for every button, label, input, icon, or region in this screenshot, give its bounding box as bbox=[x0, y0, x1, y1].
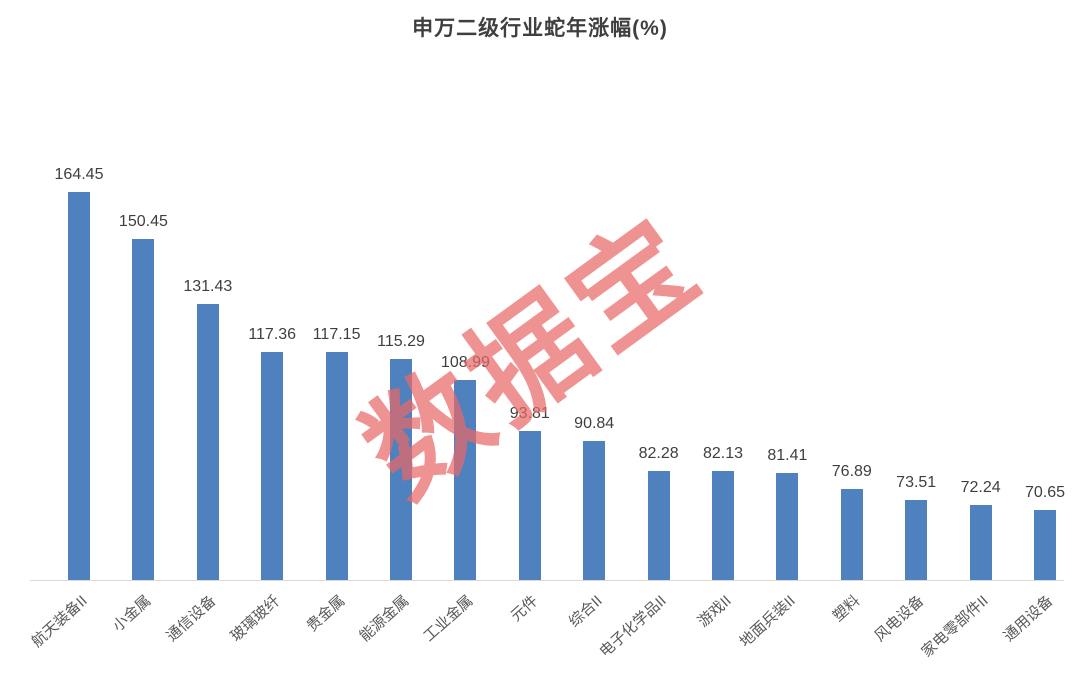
bar-value-label: 82.13 bbox=[702, 445, 744, 462]
x-axis-label: 小金属 bbox=[109, 592, 155, 636]
bar-value-label: 82.28 bbox=[638, 445, 679, 462]
x-axis-line bbox=[30, 580, 1064, 581]
bar-value-label: 93.81 bbox=[509, 405, 550, 422]
x-axis-label: 电子化学品II bbox=[596, 592, 670, 661]
x-axis-label: 游戏II bbox=[694, 592, 735, 631]
bar-value-label: 73.51 bbox=[896, 474, 937, 491]
x-axis-label: 风电设备 bbox=[871, 592, 928, 646]
x-axis-label: 综合II bbox=[565, 592, 606, 631]
bar bbox=[905, 500, 928, 580]
x-axis-label: 元件 bbox=[507, 592, 542, 626]
bar-value-label: 164.45 bbox=[54, 166, 104, 183]
bar-value-label: 76.89 bbox=[831, 463, 872, 480]
bar-value-label: 117.15 bbox=[312, 326, 361, 343]
bar bbox=[1034, 510, 1056, 580]
x-axis-label: 贵金属 bbox=[303, 592, 348, 636]
bar-value-label: 70.65 bbox=[1024, 484, 1066, 501]
bar bbox=[583, 441, 606, 580]
bar bbox=[840, 489, 863, 580]
bar bbox=[776, 473, 799, 580]
bar bbox=[647, 471, 670, 580]
bar-value-label: 81.41 bbox=[767, 447, 808, 464]
bar bbox=[196, 304, 219, 580]
bar bbox=[68, 192, 90, 580]
bar bbox=[261, 352, 284, 580]
x-axis-label: 航天装备II bbox=[28, 592, 91, 651]
chart-title: 申万二级行业蛇年涨幅(%) bbox=[412, 17, 668, 40]
x-axis-label: 家电零部件II bbox=[918, 592, 992, 661]
x-axis-label: 通用设备 bbox=[1000, 592, 1057, 646]
bar bbox=[712, 471, 734, 580]
x-axis-label: 玻璃玻纤 bbox=[227, 592, 284, 646]
bar bbox=[132, 239, 155, 580]
bar-value-label: 150.45 bbox=[118, 213, 168, 230]
bar-value-label: 90.84 bbox=[574, 415, 615, 432]
bar-value-label: 131.43 bbox=[183, 278, 233, 295]
bar bbox=[969, 505, 992, 580]
x-axis-label: 能源金属 bbox=[356, 592, 413, 646]
bar-value-label: 117.36 bbox=[248, 326, 297, 343]
x-axis-label: 地面兵装II bbox=[736, 592, 799, 651]
bar bbox=[518, 431, 541, 580]
bar-value-label: 108.99 bbox=[440, 354, 490, 371]
bar-value-label: 115.29 bbox=[377, 333, 425, 350]
bar bbox=[325, 352, 348, 580]
x-axis-label: 通信设备 bbox=[163, 592, 220, 646]
x-axis-label: 工业金属 bbox=[420, 592, 477, 646]
x-axis-label: 塑料 bbox=[829, 592, 864, 626]
bar bbox=[390, 359, 412, 580]
bar-value-label: 72.24 bbox=[960, 479, 1001, 496]
bar bbox=[454, 380, 477, 580]
